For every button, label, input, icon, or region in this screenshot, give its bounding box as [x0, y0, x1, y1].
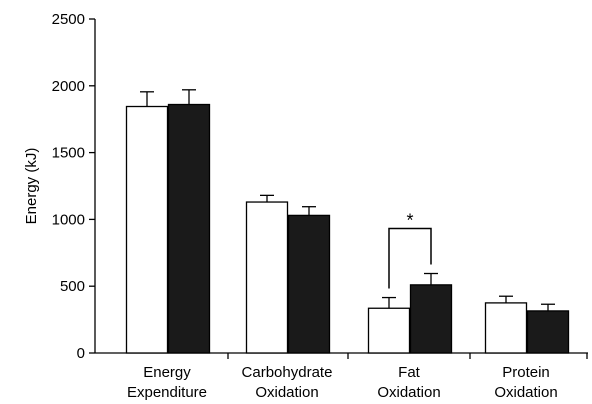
bar-s0-c3: [484, 302, 528, 354]
bar-s0-c2: [367, 307, 411, 354]
bar-s0-c1: [245, 201, 289, 354]
x-labels: Energy Expenditure Carbohydrate Oxidation Fa…: [127, 364, 558, 401]
y-tick-label-2500: 2500: [52, 11, 85, 28]
bar-s1-c0: [167, 103, 211, 354]
x-category-label-0: Energy Expenditure: [127, 364, 207, 401]
x-category-label-3: Protein Oxidation: [494, 364, 557, 401]
x-category-label-2: Fat Oxidation: [377, 364, 440, 401]
significance-marker: *: [406, 211, 413, 231]
x-category-label-1: Carbohydrate Oxidation: [242, 364, 333, 401]
bars: [125, 89, 570, 354]
bar-s0-c0: [125, 105, 169, 354]
y-ticks: 0 500 1000 1500 2000 2500: [52, 11, 588, 362]
y-tick-label-0: 0: [77, 345, 85, 362]
bar-s1-c2: [409, 284, 453, 354]
y-tick-label-2000: 2000: [52, 78, 85, 95]
annotations: *: [388, 211, 432, 289]
y-tick-label-1500: 1500: [52, 145, 85, 162]
bar-s1-c1: [287, 214, 331, 354]
significance-bracket: [388, 227, 432, 289]
y-tick-label-1000: 1000: [52, 211, 85, 228]
bar-s1-c3: [526, 310, 570, 354]
y-tick-label-500: 500: [60, 278, 85, 295]
y-axis-label: Energy (kJ): [23, 148, 40, 225]
